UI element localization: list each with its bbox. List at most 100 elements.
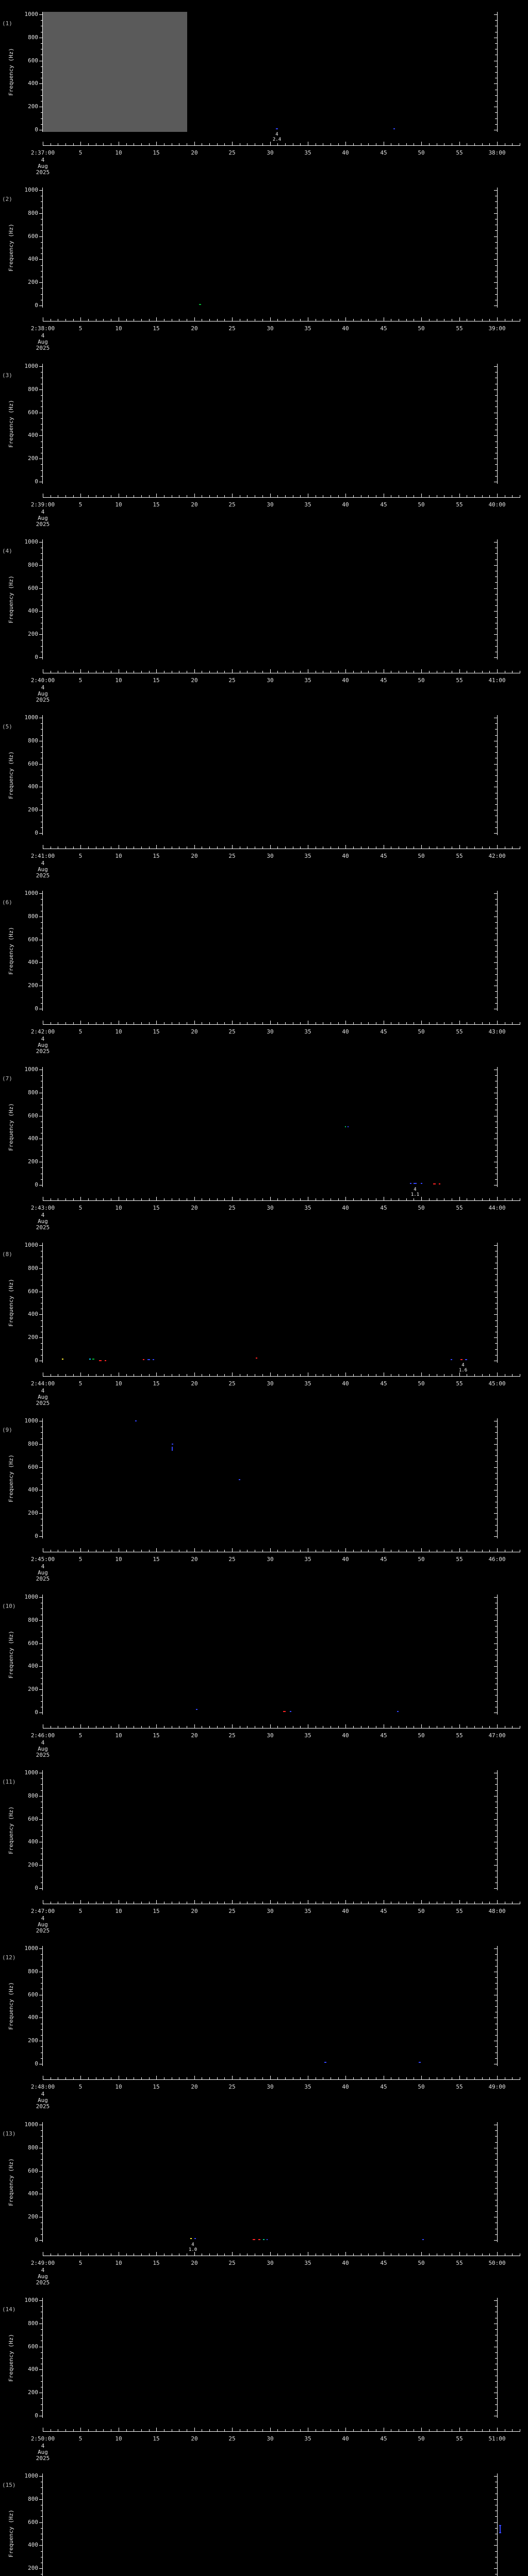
x-minor-tick (406, 846, 407, 849)
x-tick-label: 15 (153, 1908, 160, 1914)
y-minor-tick (41, 1179, 43, 1180)
x-tick-label: 30 (267, 325, 274, 332)
x-tick-label: 10 (115, 1732, 122, 1739)
x-major-tick (80, 1197, 81, 1200)
y-minor-tick (41, 1977, 43, 1978)
x-minor-tick (126, 2429, 127, 2431)
right-axis-tick (495, 2381, 497, 2382)
date-label-line: Aug (38, 1218, 48, 1225)
y-tick-label: 200 (28, 2389, 38, 2396)
x-minor-tick (489, 319, 490, 321)
right-axis-tick (494, 213, 497, 214)
y-minor-tick (41, 2487, 43, 2488)
y-major-tick (39, 1819, 43, 1820)
x-minor-tick (103, 1550, 104, 1552)
right-axis-tick (494, 1643, 497, 1644)
right-axis-tick (495, 112, 497, 113)
x-minor-tick (65, 1902, 66, 1904)
x-major-tick (497, 317, 498, 321)
y-axis-line (42, 1243, 43, 1363)
x-major-tick (80, 1900, 81, 1904)
pick-count-label: 4 (461, 1363, 465, 1368)
y-tick-label: 600 (28, 760, 38, 767)
y-tick-label: 1000 (24, 2472, 39, 2479)
y-tick-label: 0 (35, 1885, 38, 1891)
y-minor-tick (41, 1326, 43, 1327)
y-tick-label: 200 (28, 1861, 38, 1868)
x-minor-tick (141, 495, 142, 497)
y-minor-tick (41, 1660, 43, 1661)
x-minor-tick (65, 1550, 66, 1552)
right-axis-tick (495, 1461, 497, 1462)
x-minor-tick (300, 1550, 301, 1552)
x-tick-label: 15 (153, 325, 160, 332)
y-tick-label: 1000 (24, 187, 39, 193)
date-label-line: 4 (41, 1212, 45, 1218)
spectrogram-panel: (2) Frequency (Hz) 0 200 400 600 800 1000 2:38:0… (0, 176, 528, 351)
y-minor-tick (41, 899, 43, 900)
x-minor-tick (65, 495, 66, 497)
right-axis-line (497, 188, 498, 308)
right-axis-tick (494, 236, 497, 237)
right-axis-tick (495, 253, 497, 254)
y-axis-line (42, 2122, 43, 2242)
x-minor-tick (73, 671, 74, 673)
x-minor-tick (247, 1198, 248, 1200)
frequency-axis-title-text: Frequency (Hz) (7, 1631, 14, 1679)
y-major-tick (39, 389, 43, 390)
y-tick-label: 0 (35, 1005, 38, 1012)
x-minor-tick (224, 1374, 225, 1376)
y-tick-label: 1000 (24, 714, 39, 721)
right-axis-tick (495, 2035, 497, 2036)
x-major-tick (232, 1021, 233, 1024)
x-minor-tick (262, 143, 263, 145)
frequency-axis-title: Frequency (Hz) (6, 539, 15, 659)
y-tick-label: 800 (28, 562, 38, 568)
x-major-tick (459, 2076, 460, 2079)
date-label-line: Aug (38, 1394, 48, 1400)
x-tick-label: 25 (228, 501, 236, 508)
frequency-axis-title: Frequency (Hz) (6, 2122, 15, 2242)
y-minor-tick (41, 118, 43, 119)
x-tick-label: 30 (267, 501, 274, 508)
frequency-axis-title-text: Frequency (Hz) (7, 400, 14, 448)
x-tick-label: 5 (78, 1556, 82, 1563)
x-major-tick (421, 1372, 422, 1376)
x-major-tick (80, 2076, 81, 2079)
x-tick-label: 55 (456, 149, 463, 156)
right-axis-tick (495, 2352, 497, 2353)
y-major-tick (39, 1245, 43, 1246)
x-minor-tick (406, 319, 407, 321)
right-axis-tick (495, 1778, 497, 1779)
x-tick-label: 35 (304, 1732, 311, 1739)
x-minor-tick (338, 495, 339, 497)
x-minor-tick (277, 1726, 278, 1728)
y-minor-tick (41, 1649, 43, 1650)
date-label-line: Aug (38, 2273, 48, 2280)
x-minor-tick (73, 2077, 74, 2079)
x-minor-tick (88, 1902, 89, 1904)
x-tick-label: 30 (267, 1028, 274, 1035)
x-major-tick (421, 845, 422, 849)
x-minor-tick (247, 1902, 248, 1904)
right-axis-tick (495, 395, 497, 396)
x-tick-label: 30 (267, 853, 274, 859)
y-minor-tick (41, 2358, 43, 2359)
right-axis-line (497, 12, 498, 132)
x-minor-tick (103, 495, 104, 497)
x-minor-tick (141, 1374, 142, 1376)
x-minor-tick (141, 2253, 142, 2256)
y-tick-label: 800 (28, 34, 38, 41)
right-axis-tick (495, 1701, 497, 1702)
x-major-tick (80, 2252, 81, 2256)
y-minor-tick (41, 2410, 43, 2411)
y-tick-label: 400 (28, 1135, 38, 1142)
x-minor-tick (262, 495, 263, 497)
x-tick-label: 30 (267, 1556, 274, 1563)
right-axis-tick (495, 1274, 497, 1275)
right-axis-tick (494, 190, 497, 191)
end-time-label: 46:00 (488, 1556, 506, 1563)
x-tick-label: 10 (115, 1205, 122, 1211)
y-minor-tick (41, 201, 43, 202)
right-axis-tick (495, 2528, 497, 2529)
